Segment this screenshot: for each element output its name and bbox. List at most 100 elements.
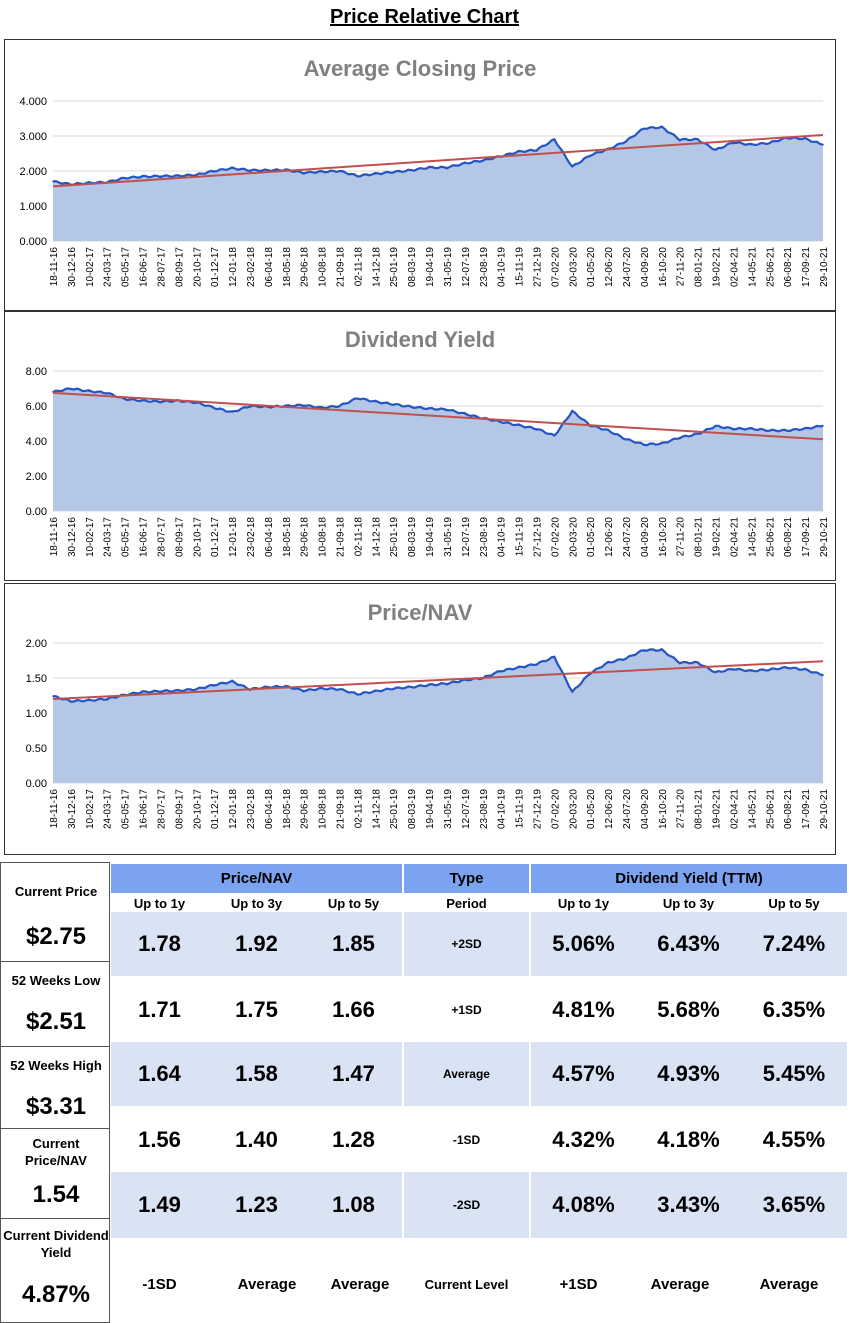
x-tick-label: 10-08-18 [318,789,329,829]
dividend-value: 5.06% [552,931,615,956]
x-tick-label: 24-03-17 [103,247,114,287]
x-tick-label: 08-03-19 [407,789,418,829]
series-line [52,387,824,447]
price-nav-value: 1.08 [332,1192,375,1217]
x-tick-label: 27-11-20 [676,789,687,829]
data-point [374,690,377,693]
subheader-dividend-3y: Up to 3y [662,895,715,911]
x-tick-label: 06-08-21 [783,789,794,829]
data-point [52,180,54,183]
data-point [177,175,180,177]
x-tick-label: 16-06-17 [139,517,150,557]
x-tick-label: 02-04-21 [729,517,740,557]
x-tick-label: 05-05-17 [121,517,132,557]
data-point [768,142,771,144]
x-tick-label: 17-09-21 [801,789,812,829]
x-tick-label: 12-06-20 [604,789,615,829]
x-tick-label: 15-11-19 [515,789,526,829]
data-point [231,680,233,683]
chart-svg: Average Closing Price 0.000 1.000 2.000 3.00… [19,56,830,287]
x-tick-label: 06-04-18 [264,247,275,287]
data-point [625,438,627,441]
data-point [213,684,215,686]
x-tick-label: 14-12-18 [371,247,382,287]
current-level-dividend: Average [650,1275,710,1293]
chart-title: Dividend Yield [345,327,495,352]
dividend-value: 3.43% [657,1192,720,1217]
x-tick-label: 12-07-19 [461,247,472,287]
data-point [123,177,126,179]
data-point [786,429,788,432]
data-point [517,150,520,153]
data-point [571,691,574,693]
row-band [404,1042,529,1106]
x-tick-label: 25-06-21 [765,789,776,829]
week52-low-value: $2.51 [25,1008,87,1035]
dividend-value: 6.35% [762,997,826,1022]
x-tick-label: 29-10-21 [819,789,830,829]
data-point [696,661,699,664]
x-tick-label: 24-07-20 [622,517,633,557]
price-nav-value: 1.78 [138,931,181,956]
data-point [535,427,538,430]
data-point [804,668,806,671]
data-point [195,688,198,690]
x-tick-label: 02-11-18 [353,247,364,287]
chart-price-nav: Price/NAV 0.00 0.50 1.00 1.50 2.00 18-11-16 30-… [4,583,836,855]
x-tick-label: 02-11-18 [353,789,364,829]
x-tick-label: 29-10-21 [819,247,830,287]
data-point [249,169,251,172]
data-point [786,666,788,669]
x-tick-label: 30-12-16 [67,247,78,287]
x-tick-label: 24-03-17 [103,517,114,557]
x-tick-label: 01-12-17 [210,789,221,829]
data-point [302,404,305,406]
x-tick-label: 20-03-20 [568,517,579,557]
y-tick-label: 4.00 [26,436,47,448]
header-price-nav: Price/NAV [111,864,402,893]
data-point [535,663,538,665]
x-tick-label: 20-10-17 [192,789,203,829]
area-fill [53,649,823,783]
chart-svg: Price/NAV 0.00 0.50 1.00 1.50 2.00 18-11-16 30-… [26,600,830,829]
data-point [231,167,233,169]
current-level-dividend: +1SD [559,1275,598,1293]
x-tick-label: 08-03-19 [407,517,418,557]
data-point [177,689,180,692]
dividend-value: 6.43% [657,931,720,956]
x-tick-label: 27-12-19 [532,247,543,287]
data-point [141,175,144,178]
x-tick-label: 01-05-20 [586,247,597,287]
period-type: +1SD [451,1003,482,1017]
price-nav-value: 1.58 [235,1061,278,1086]
data-point [517,666,520,669]
x-tick-label: 27-12-19 [532,517,543,557]
x-tick-label: 30-12-16 [67,517,78,557]
data-point [553,434,556,437]
data-point [392,403,395,406]
data-point [338,688,341,690]
x-tick-label: 19-02-21 [712,789,723,829]
trendline [52,133,824,188]
data-point [517,424,520,427]
data-point [159,175,162,178]
data-point [374,173,377,175]
y-tick-label: 0.00 [26,506,47,518]
data-point [52,695,54,697]
y-tick-label: 2.000 [19,166,47,178]
x-tick-label: 02-04-21 [729,789,740,829]
x-tick-label: 20-10-17 [192,247,203,287]
x-tick-label: 12-07-19 [461,517,472,557]
x-tick-label: 18-05-18 [282,789,293,829]
subheader-price-nav-1y: Up to 1y [133,895,186,911]
dividend-value: 4.18% [657,1127,720,1152]
x-tick-label: 28-07-17 [156,789,167,829]
x-tick-label: 01-12-17 [210,247,221,287]
x-tick-label: 08-01-21 [694,247,705,287]
header-type: Type [404,864,529,893]
week52-low-cell: 52 Weeks Low $2.51 [0,962,110,1047]
data-point [750,427,753,430]
x-tick-label: 29-06-18 [300,789,311,829]
x-tick-label: 16-06-17 [139,789,150,829]
row-band [404,912,529,976]
